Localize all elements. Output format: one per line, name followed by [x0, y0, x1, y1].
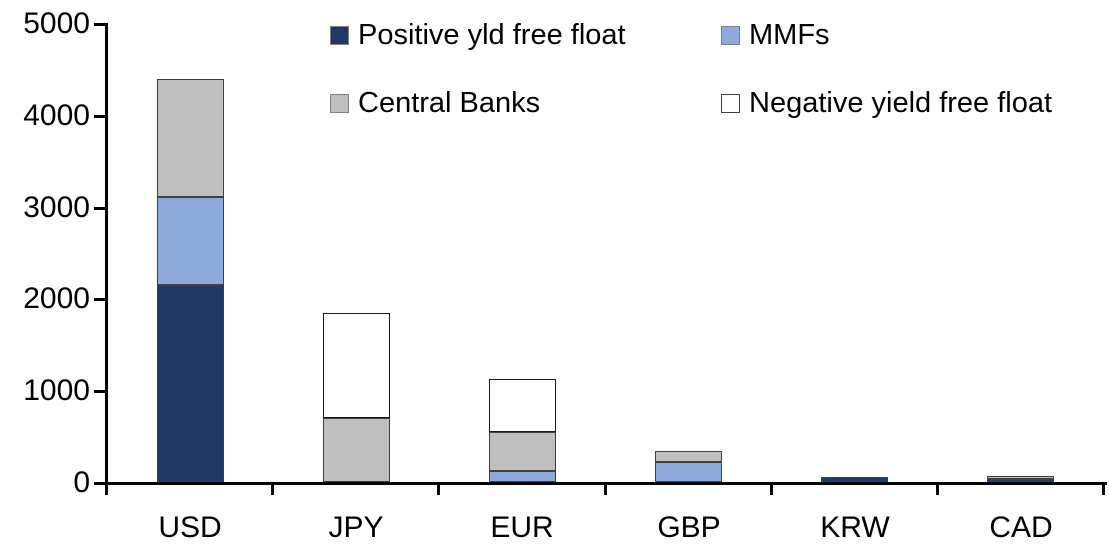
x-axis-line	[99, 482, 1107, 485]
bar-segment-krw	[821, 477, 888, 482]
legend-item-positive-yld-free-float: Positive yld free float	[330, 16, 626, 54]
y-tick	[94, 482, 108, 485]
legend-swatch-mmfs	[721, 25, 740, 45]
y-tick-label: 2000	[23, 282, 90, 315]
x-category-label-krw: KRW	[820, 511, 890, 544]
x-tick	[1102, 482, 1105, 495]
x-category-label-gbp: GBP	[657, 511, 721, 544]
legend-label-mmfs: MMFs	[749, 19, 830, 51]
y-tick	[94, 207, 108, 210]
x-tick	[604, 482, 607, 495]
y-tick-label: 4000	[23, 99, 90, 132]
bar-segment-jpy	[323, 313, 390, 418]
legend-item-central-banks: Central Banks	[330, 84, 540, 122]
bar-segment-usd	[157, 285, 224, 482]
bar-segment-eur	[489, 432, 556, 471]
x-tick	[770, 482, 773, 495]
bar-segment-gbp	[655, 451, 722, 462]
x-category-label-eur: EUR	[490, 511, 554, 544]
legend-label-central-banks: Central Banks	[358, 87, 541, 119]
x-category-label-cad: CAD	[989, 511, 1053, 544]
bar-segment-gbp	[655, 462, 722, 482]
legend-swatch-central-banks	[330, 93, 349, 113]
x-tick	[936, 482, 939, 495]
legend-swatch-positive-yld-free-float	[330, 25, 349, 45]
y-tick-label: 0	[73, 466, 90, 499]
y-axis-line	[105, 23, 108, 485]
y-tick	[94, 298, 108, 301]
legend-label-negative-yield-free-float: Negative yield free float	[749, 87, 1053, 119]
bar-segment-jpy	[323, 418, 390, 482]
bar-segment-eur	[489, 471, 556, 482]
y-tick	[94, 390, 108, 393]
bar-segment-usd	[157, 197, 224, 285]
legend-swatch-negative-yield-free-float	[721, 93, 740, 113]
legend-label-positive-yld-free-float: Positive yld free float	[358, 19, 626, 51]
legend-item-mmfs: MMFs	[721, 16, 830, 54]
y-tick-label: 5000	[23, 7, 90, 40]
bar-segment-usd	[157, 79, 224, 197]
legend-item-negative-yield-free-float: Negative yield free float	[721, 84, 1052, 122]
y-tick	[94, 23, 108, 26]
x-tick	[271, 482, 274, 495]
bar-segment-eur	[489, 379, 556, 432]
x-tick	[105, 482, 108, 495]
y-tick-label: 1000	[23, 374, 90, 407]
y-tick	[94, 115, 108, 118]
bar-segment-cad	[987, 476, 1054, 479]
x-category-label-usd: USD	[158, 511, 222, 544]
y-tick-label: 3000	[23, 191, 90, 224]
x-category-label-jpy: JPY	[328, 511, 384, 544]
x-tick	[437, 482, 440, 495]
bar-segment-cad	[987, 479, 1054, 482]
